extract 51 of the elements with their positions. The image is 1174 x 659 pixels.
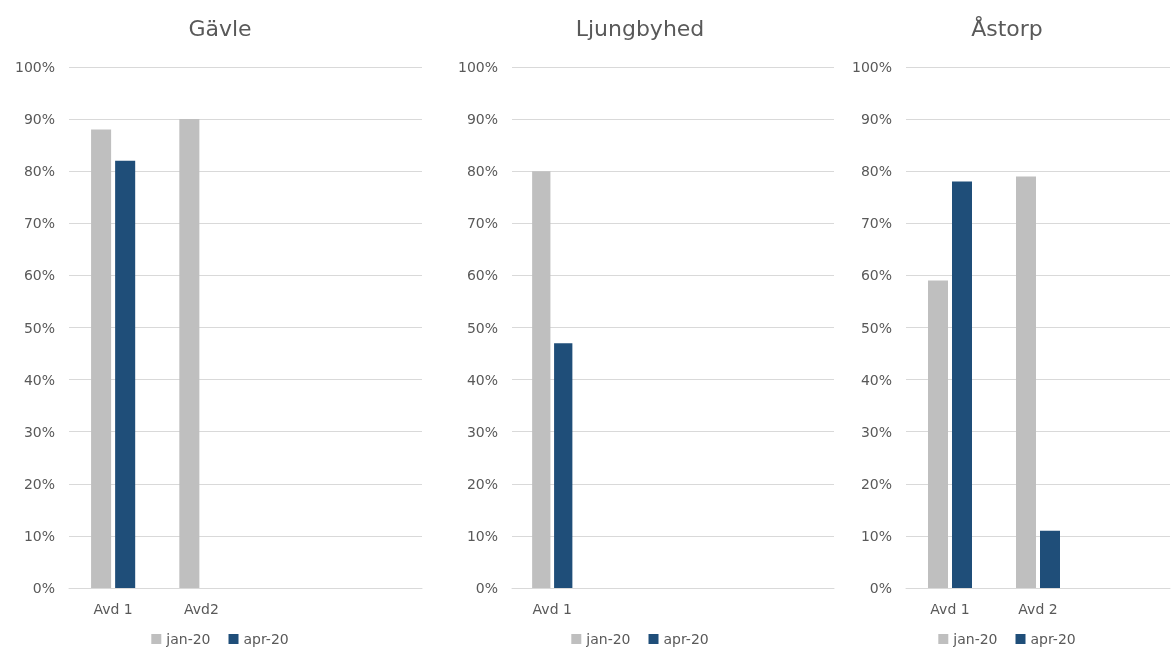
y-tick-label: 0% bbox=[475, 580, 498, 596]
y-tick-label: 50% bbox=[466, 319, 498, 336]
y-tick-label: 30% bbox=[466, 423, 498, 440]
y-tick-label: 60% bbox=[466, 267, 498, 284]
chart-title: Ljungbyhed bbox=[575, 15, 705, 41]
y-tick-label: 80% bbox=[466, 163, 498, 180]
y-tick-label: 0% bbox=[32, 580, 55, 596]
y-tick-label: 20% bbox=[466, 475, 498, 492]
y-tick-label: 40% bbox=[23, 371, 55, 388]
y-tick-label: 100% bbox=[851, 59, 892, 75]
y-tick-label: 90% bbox=[860, 111, 892, 128]
y-tick-label: 80% bbox=[23, 163, 55, 180]
chart-title: Åstorp bbox=[971, 14, 1043, 41]
y-tick-label: 0% bbox=[869, 580, 892, 596]
y-tick-label: 100% bbox=[457, 59, 498, 75]
legend-label: apr-20 bbox=[1030, 631, 1076, 647]
legend-label: jan-20 bbox=[952, 631, 998, 647]
bar bbox=[1016, 176, 1036, 588]
chart-title: Gävle bbox=[188, 15, 252, 41]
y-tick-label: 20% bbox=[860, 475, 892, 492]
y-tick-label: 10% bbox=[860, 527, 892, 544]
y-tick-label: 50% bbox=[23, 319, 55, 336]
bar bbox=[1040, 530, 1060, 588]
y-tick-label: 60% bbox=[23, 267, 55, 284]
legend-label: apr-20 bbox=[243, 631, 289, 647]
y-tick-label: 10% bbox=[466, 527, 498, 544]
y-tick-label: 60% bbox=[860, 267, 892, 284]
y-tick-label: 20% bbox=[23, 475, 55, 492]
y-tick-label: 10% bbox=[23, 527, 55, 544]
legend-label: apr-20 bbox=[663, 631, 709, 647]
y-tick-label: 90% bbox=[23, 111, 55, 128]
y-tick-label: 90% bbox=[466, 111, 498, 128]
bar bbox=[952, 181, 972, 588]
y-tick-label: 30% bbox=[23, 423, 55, 440]
y-tick-label: 30% bbox=[860, 423, 892, 440]
y-tick-label: 40% bbox=[466, 371, 498, 388]
x-tick-label: Avd 2 bbox=[1018, 601, 1058, 617]
y-tick-label: 40% bbox=[860, 371, 892, 388]
y-tick-label: 50% bbox=[860, 319, 892, 336]
y-tick-label: 70% bbox=[860, 215, 892, 232]
y-tick-label: 100% bbox=[14, 59, 55, 75]
y-tick-label: 70% bbox=[466, 215, 498, 232]
y-tick-label: 70% bbox=[23, 215, 55, 232]
x-tick-label: Avd 1 bbox=[532, 601, 572, 617]
x-tick-label: Avd2 bbox=[183, 601, 219, 617]
legend-label: jan-20 bbox=[165, 631, 211, 647]
bar bbox=[928, 280, 948, 588]
x-tick-label: Avd 1 bbox=[930, 601, 970, 617]
y-tick-label: 80% bbox=[860, 163, 892, 180]
legend-label: jan-20 bbox=[585, 631, 631, 647]
x-tick-label: Avd 1 bbox=[93, 601, 133, 617]
